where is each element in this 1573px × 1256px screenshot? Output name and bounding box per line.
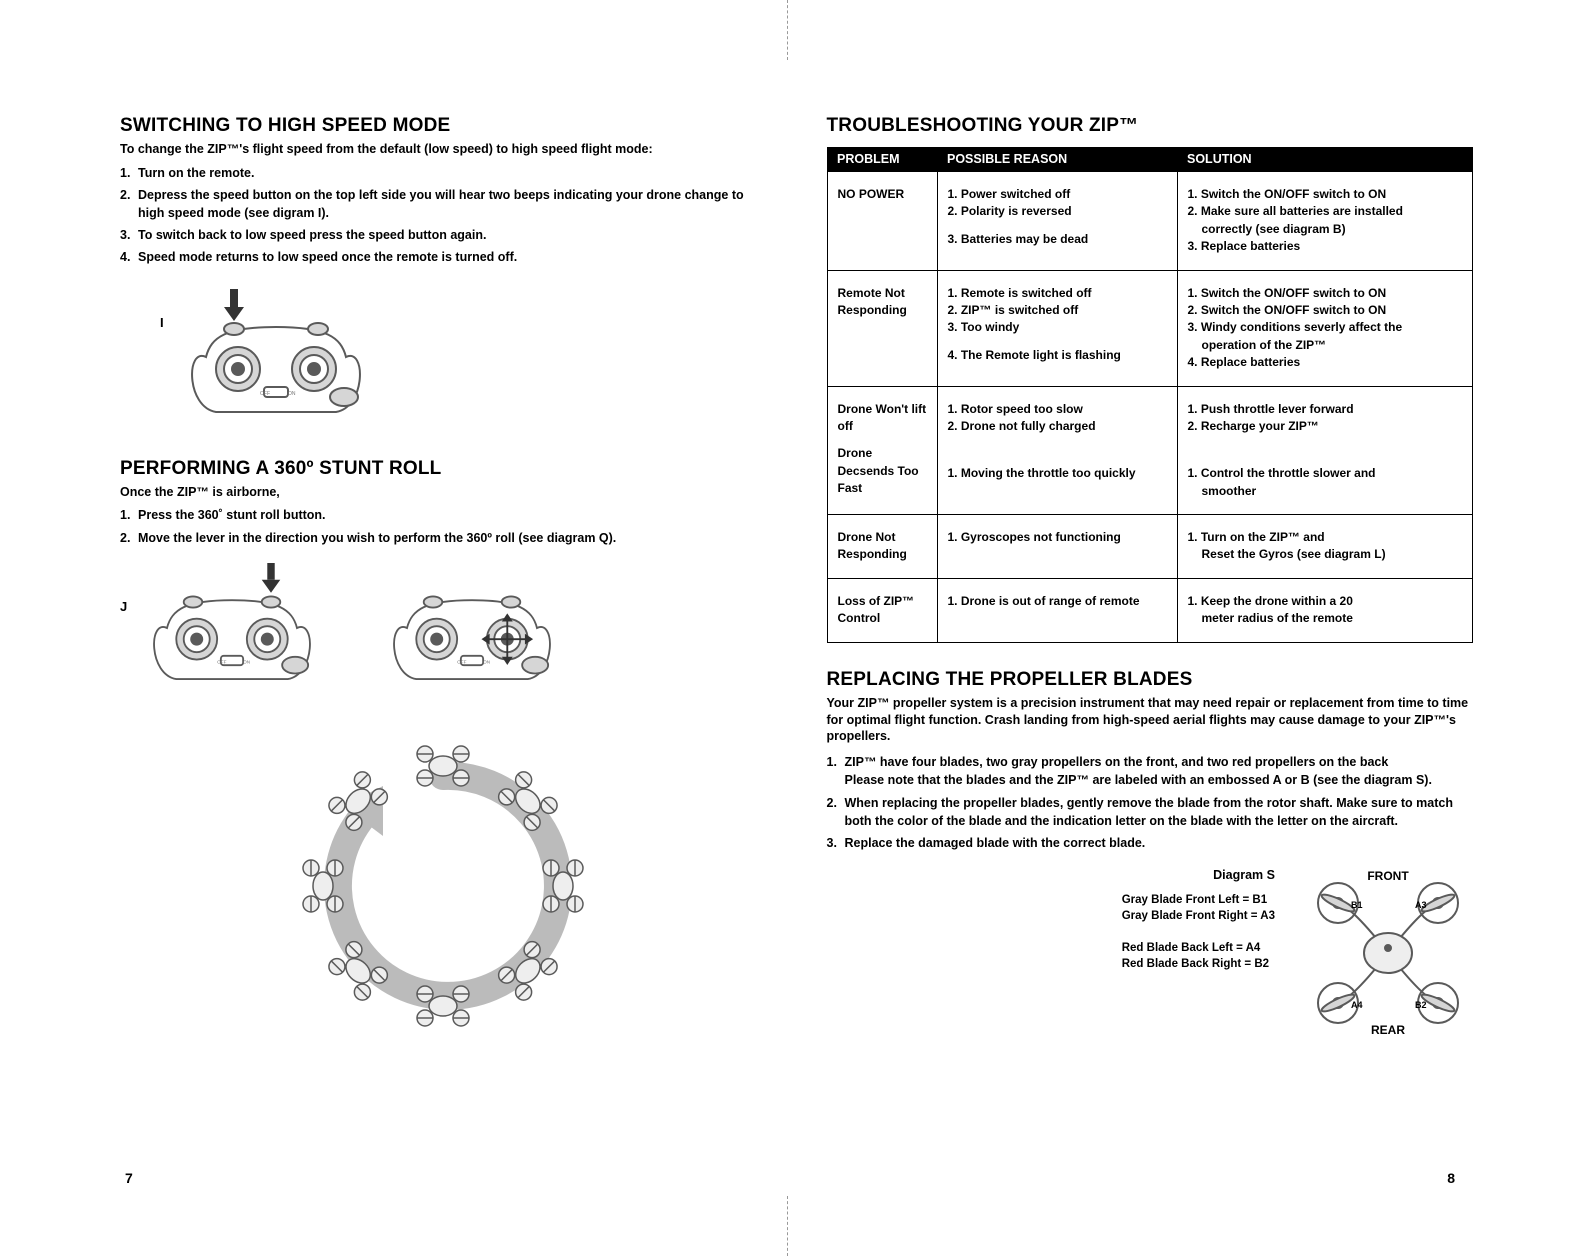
diagram-s-drone: FRONT: [1303, 868, 1473, 1043]
fold-mark-bottom: [787, 1196, 788, 1256]
label-front: FRONT: [1367, 869, 1409, 883]
diagram-j-remote-1: OFF ON: [137, 563, 327, 698]
page-left: SWITCHING TO HIGH SPEED MODE To change t…: [120, 115, 767, 1176]
table-row: NO POWER1. Power switched off2. Polarity…: [827, 172, 1473, 271]
step-item: Move the lever in the direction you wish…: [120, 529, 767, 547]
cell-solution: 1. Keep the drone within a 20meter radiu…: [1177, 578, 1473, 642]
diagram-s-title: Diagram S: [1122, 868, 1275, 882]
cell-reason: 1. Gyroscopes not functioning: [937, 515, 1177, 579]
svg-text:OFF: OFF: [217, 659, 226, 664]
legend-line: [1122, 924, 1275, 940]
svg-text:OFF: OFF: [260, 391, 270, 397]
page-spread: SWITCHING TO HIGH SPEED MODE To change t…: [0, 0, 1573, 1256]
cell-reason: 1. Remote is switched off2. ZIP™ is swit…: [937, 270, 1177, 386]
diagram-j-block: J: [120, 563, 767, 698]
legend-line: Gray Blade Front Right = A3: [1122, 908, 1275, 924]
cell-reason: 1. Rotor speed too slow2. Drone not full…: [937, 386, 1177, 515]
svg-text:A3: A3: [1415, 900, 1427, 910]
svg-text:B1: B1: [1351, 900, 1363, 910]
arrow-down-icon: [224, 289, 244, 321]
diagram-j-remote-2: OFF ON: [377, 563, 567, 698]
diagram-i-remote: OFF ON: [176, 287, 376, 432]
cell-reason: 1. Power switched off2. Polarity is reve…: [937, 172, 1177, 271]
steps-replace: ZIP™ have four blades, two gray propelle…: [827, 753, 1474, 856]
legend-line: Gray Blade Front Left = B1: [1122, 892, 1275, 908]
table-row: Loss of ZIP™ Control1. Drone is out of r…: [827, 578, 1473, 642]
cell-reason: 1. Drone is out of range of remote: [937, 578, 1177, 642]
th-reason: POSSIBLE REASON: [937, 147, 1177, 172]
steps-high-speed: Turn on the remote. Depress the speed but…: [120, 164, 767, 271]
cell-solution: 1. Switch the ON/OFF switch to ON2. Make…: [1177, 172, 1473, 271]
cell-solution: 1. Turn on the ZIP™ andReset the Gyros (…: [1177, 515, 1473, 579]
steps-stunt: Press the 360˚ stunt roll button. Move th…: [120, 506, 767, 550]
page-number-left: 7: [125, 1170, 133, 1186]
svg-text:ON: ON: [288, 391, 296, 397]
svg-text:REAR: REAR: [1371, 1023, 1405, 1037]
step-item: Replace the damaged blade with the corre…: [827, 834, 1474, 852]
cell-problem: Drone Won't lift offDrone Decsends Too F…: [827, 386, 937, 515]
diagram-s-block: Diagram S Gray Blade Front Left = B1Gray…: [827, 868, 1474, 1043]
cell-problem: NO POWER: [827, 172, 937, 271]
step-item: Press the 360˚ stunt roll button.: [120, 506, 767, 524]
legend-line: Red Blade Back Left = A4: [1122, 940, 1275, 956]
table-row: Drone Won't lift offDrone Decsends Too F…: [827, 386, 1473, 515]
page-number-right: 8: [1447, 1170, 1455, 1186]
svg-text:ON: ON: [483, 659, 490, 664]
diagram-q-roll-ring: [273, 716, 613, 1061]
cell-solution: 1. Switch the ON/OFF switch to ON2. Swit…: [1177, 270, 1473, 386]
svg-text:ON: ON: [243, 659, 250, 664]
cell-problem: Drone Not Responding: [827, 515, 937, 579]
section-title-replace: REPLACING THE PROPELLER BLADES: [827, 669, 1474, 691]
step-item: Depress the speed button on the top left…: [120, 186, 767, 222]
diagram-i-block: I: [160, 287, 767, 432]
legend-line: Red Blade Back Right = B2: [1122, 956, 1275, 972]
page-right: TROUBLESHOOTING YOUR ZIP™ PROBLEM POSSIB…: [827, 115, 1474, 1176]
diagram-i-label: I: [160, 315, 164, 330]
arrow-down-icon: [262, 563, 281, 593]
step-item: When replacing the propeller blades, gen…: [827, 794, 1474, 830]
diagram-s-legend: Gray Blade Front Left = B1Gray Blade Fro…: [1122, 892, 1275, 972]
cell-solution: 1. Push throttle lever forward2. Recharg…: [1177, 386, 1473, 515]
svg-text:A4: A4: [1351, 1000, 1363, 1010]
cell-problem: Loss of ZIP™ Control: [827, 578, 937, 642]
svg-text:B2: B2: [1415, 1000, 1427, 1010]
section-desc-replace: Your ZIP™ propeller system is a precisio…: [827, 695, 1474, 746]
fold-mark-top: [787, 0, 788, 60]
step-item: ZIP™ have four blades, two gray propelle…: [827, 753, 1474, 789]
th-solution: SOLUTION: [1177, 147, 1473, 172]
step-item: Speed mode returns to low speed once the…: [120, 248, 767, 266]
table-row: Remote Not Responding1. Remote is switch…: [827, 270, 1473, 386]
section-intro-high-speed: To change the ZIP™'s flight speed from t…: [120, 141, 767, 158]
cell-problem: Remote Not Responding: [827, 270, 937, 386]
diagram-j-label: J: [120, 599, 127, 698]
table-row: Drone Not Responding1. Gyroscopes not fu…: [827, 515, 1473, 579]
svg-text:OFF: OFF: [457, 659, 466, 664]
section-title-high-speed: SWITCHING TO HIGH SPEED MODE: [120, 115, 767, 137]
section-title-troubleshoot: TROUBLESHOOTING YOUR ZIP™: [827, 115, 1474, 137]
th-problem: PROBLEM: [827, 147, 937, 172]
step-item: To switch back to low speed press the sp…: [120, 226, 767, 244]
section-intro-stunt: Once the ZIP™ is airborne,: [120, 484, 767, 501]
troubleshoot-table: PROBLEM POSSIBLE REASON SOLUTION NO POWE…: [827, 147, 1474, 643]
section-title-stunt: PERFORMING A 360º STUNT ROLL: [120, 458, 767, 480]
step-item: Turn on the remote.: [120, 164, 767, 182]
